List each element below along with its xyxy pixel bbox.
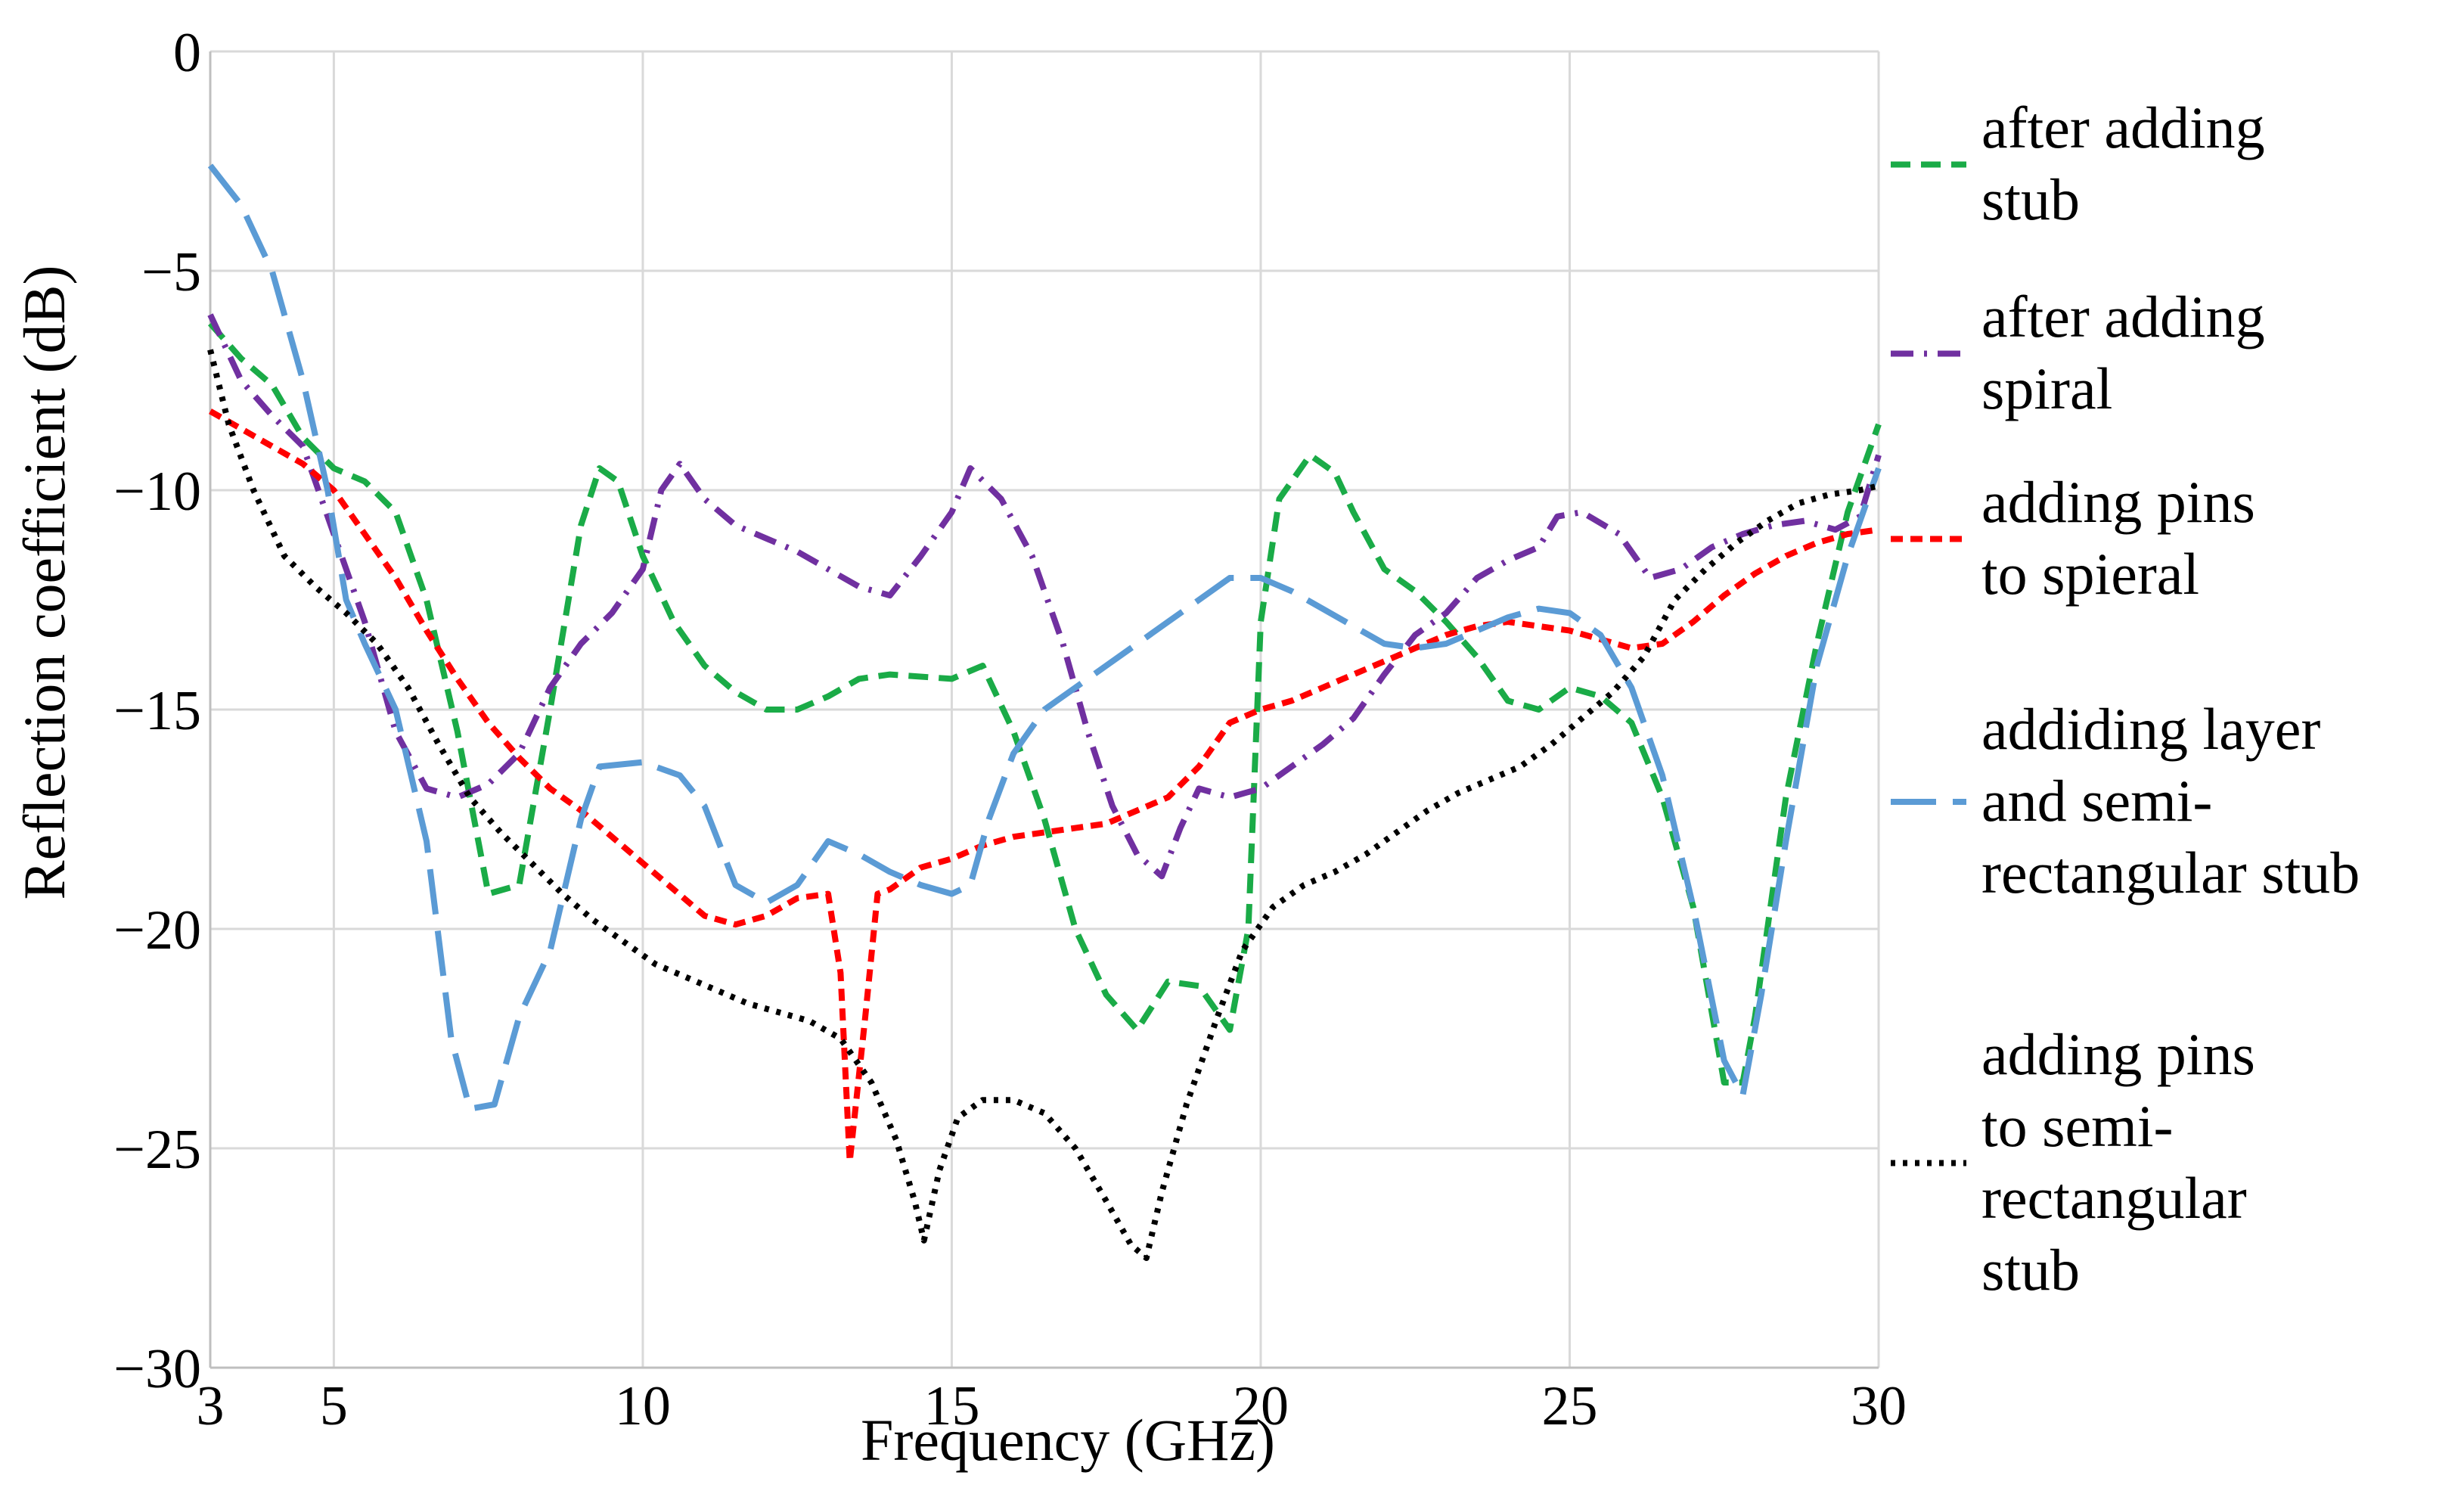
x-tick-label-10: 10 xyxy=(615,1375,671,1437)
x-axis-label: Frequency (GHz) xyxy=(861,1407,1275,1473)
legend-label-2-line-2: spiral xyxy=(1981,356,2112,421)
legend-label-5-line-2: to semi- xyxy=(1981,1093,2173,1159)
x-tick-label-3: 3 xyxy=(197,1375,225,1437)
series-line-2 xyxy=(207,313,1882,880)
legend-label-4-line-3: rectangular stub xyxy=(1981,840,2360,905)
x-tick-label-15: 15 xyxy=(923,1375,979,1437)
series-layer xyxy=(207,163,1882,1261)
y-tick-label--10: −10 xyxy=(113,461,201,523)
legend-label-5-line-3: rectangular xyxy=(1981,1165,2247,1231)
legend-label-5-line-4: stub xyxy=(1981,1237,2080,1303)
series-line-4 xyxy=(207,163,1882,1112)
y-tick-label--5: −5 xyxy=(141,241,201,303)
x-tick-label-30: 30 xyxy=(1851,1375,1907,1437)
legend-label-1-line-1: after adding xyxy=(1981,95,2265,160)
y-tick-label-0: 0 xyxy=(173,22,201,84)
y-tick-label--30: −30 xyxy=(113,1338,201,1400)
x-tick-label-25: 25 xyxy=(1541,1375,1597,1437)
x-tick-label-20: 20 xyxy=(1233,1375,1289,1437)
legend-label-4-line-2: and semi- xyxy=(1981,768,2212,834)
y-tick-label--15: −15 xyxy=(113,680,201,742)
y-tick-label--20: −20 xyxy=(113,899,201,961)
legend-label-5-line-1: adding pins xyxy=(1981,1021,2255,1087)
legend-label-2-line-1: after adding xyxy=(1981,284,2265,349)
legend-label-1-line-2: stub xyxy=(1981,166,2080,232)
legend-label-3-line-2: to spieral xyxy=(1981,541,2199,607)
series-line-5 xyxy=(207,349,1879,1261)
series-line-1 xyxy=(207,321,1882,1086)
y-axis-label: Reflection coefficient (dB) xyxy=(11,266,77,900)
legend-label-4-line-1: addiding layer xyxy=(1981,696,2320,762)
series-line-3 xyxy=(209,408,1879,1165)
legend-label-3-line-1: adding pins xyxy=(1981,469,2255,535)
grid-layer xyxy=(209,50,1880,1369)
x-tick-label-5: 5 xyxy=(320,1375,348,1437)
y-tick-label--25: −25 xyxy=(113,1119,201,1181)
tick-labels: 3 5 10 15 20 25 30 0 −5 −10 −15 −20 −25 −30 xyxy=(113,22,1907,1437)
